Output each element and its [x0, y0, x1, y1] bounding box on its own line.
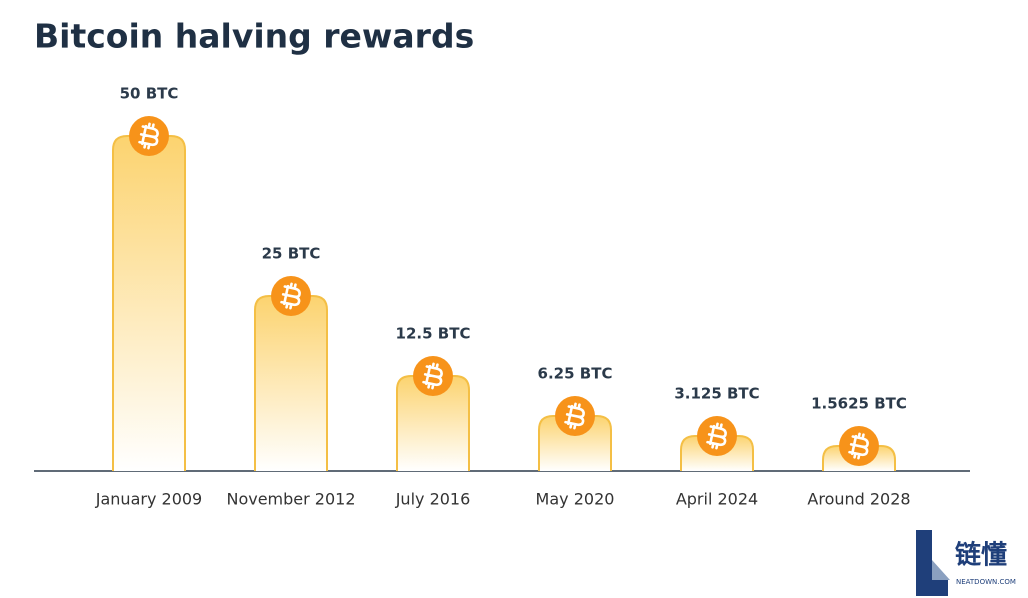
coin-symbol — [848, 432, 869, 460]
coin-icon — [839, 426, 879, 466]
x-tick-label: May 2020 — [536, 490, 615, 509]
x-tick-label: July 2016 — [395, 490, 471, 509]
coin-symbol — [564, 402, 585, 430]
value-label: 12.5 BTC — [396, 325, 471, 343]
x-tick-label: November 2012 — [226, 490, 355, 509]
coin-icon — [271, 276, 311, 316]
chart-title: Bitcoin halving rewards — [34, 17, 474, 56]
watermark-url: NEATDOWN.COM — [956, 578, 1016, 586]
x-tick-label: April 2024 — [676, 490, 758, 509]
value-label: 50 BTC — [120, 85, 179, 103]
bar — [112, 135, 186, 471]
watermark: 链懂 NEATDOWN.COM — [916, 530, 1016, 596]
coin-symbol — [138, 122, 159, 150]
x-tick-label: January 2009 — [95, 490, 202, 509]
coin-symbol — [422, 362, 443, 390]
value-label: 25 BTC — [262, 245, 321, 263]
x-tick-label: Around 2028 — [807, 490, 910, 509]
value-label: 3.125 BTC — [674, 385, 759, 403]
watermark-name: 链懂 — [955, 540, 1007, 571]
coin-symbol — [706, 422, 727, 450]
coin-icon — [129, 116, 169, 156]
coin-icon — [413, 356, 453, 396]
value-label: 6.25 BTC — [538, 365, 613, 383]
coin-symbol — [280, 282, 301, 310]
coin-icon — [555, 396, 595, 436]
value-label: 1.5625 BTC — [811, 395, 907, 413]
watermark-logo-accent — [932, 560, 950, 580]
coin-icon — [697, 416, 737, 456]
bar — [254, 295, 328, 471]
